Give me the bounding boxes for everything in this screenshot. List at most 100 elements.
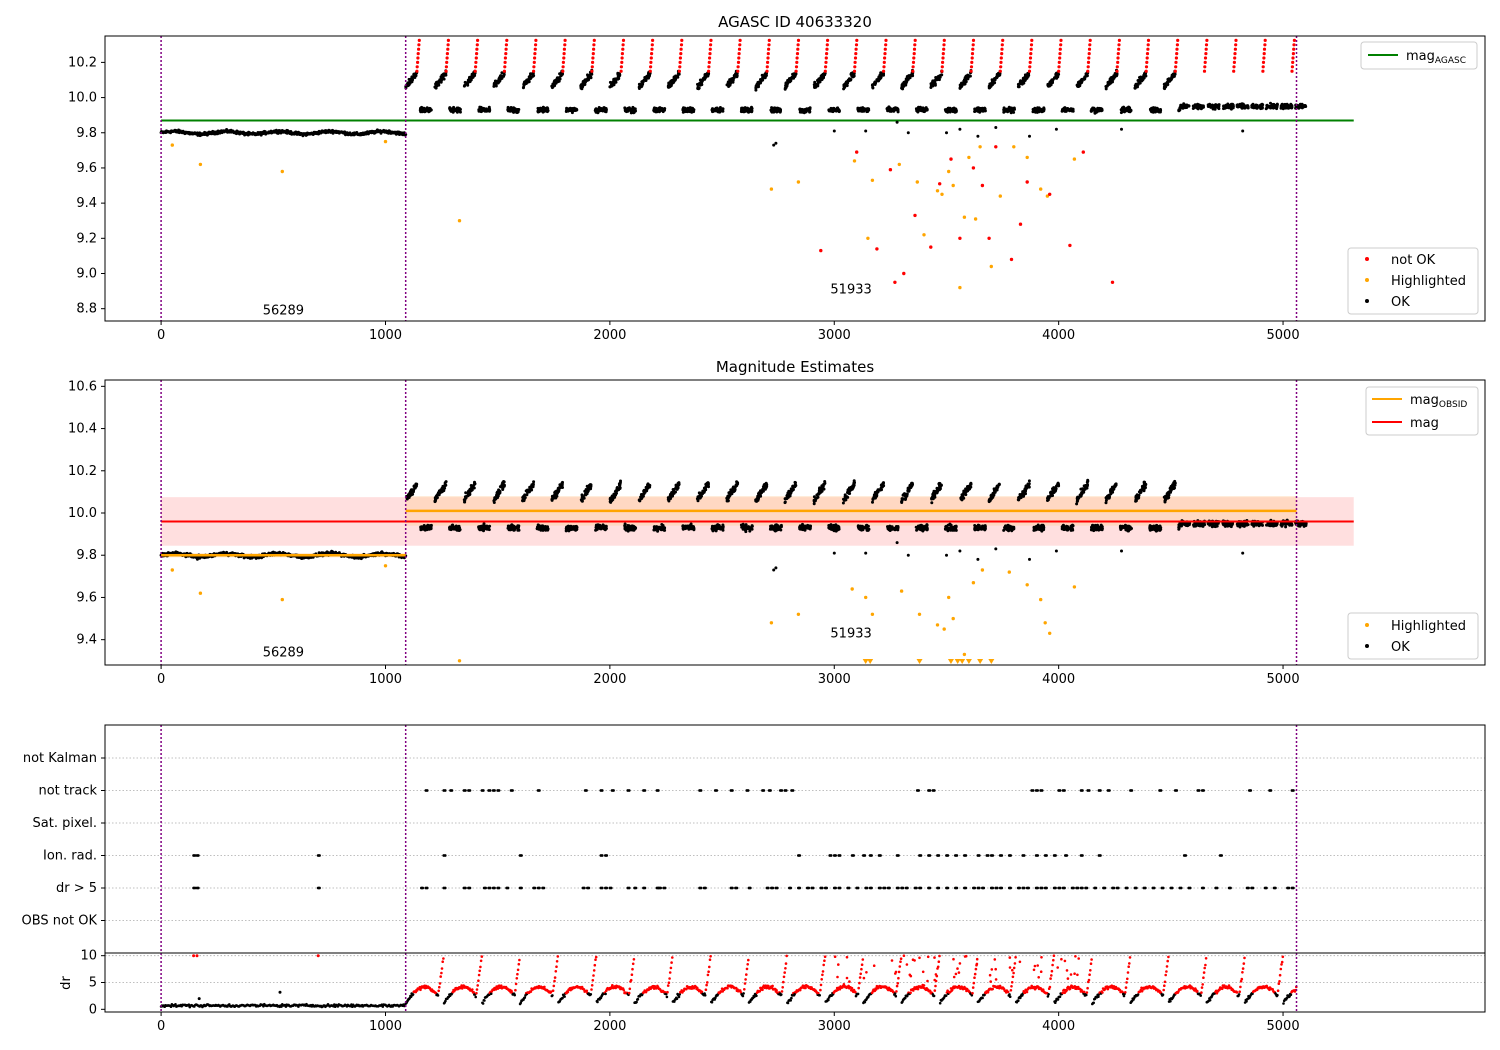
not-ok-point: [796, 38, 801, 43]
not-ok-point: [1058, 47, 1062, 51]
ok-point: [933, 83, 937, 87]
ok-point: [698, 78, 702, 82]
ok-point: [1022, 79, 1026, 83]
ok-point: [672, 75, 676, 79]
ok-point: [546, 528, 550, 532]
ok-point: [614, 493, 618, 496]
not-ok-point: [884, 43, 888, 47]
ok-point: [627, 107, 630, 111]
not-ok-point: [416, 52, 420, 56]
ok-point: [1196, 105, 1200, 109]
not-ok-point: [416, 56, 420, 60]
ok-point: [1184, 106, 1187, 110]
not-ok-point: [737, 47, 742, 51]
ok-point: [558, 486, 562, 490]
ok-point: [946, 108, 949, 112]
ok-point: [652, 107, 656, 111]
not-ok-point: [651, 38, 655, 43]
not-ok-point: [1000, 47, 1004, 51]
ok-point: [771, 108, 774, 112]
not-ok-point: [998, 69, 1002, 73]
not-ok-point: [1203, 56, 1208, 60]
not-ok-point: [1086, 69, 1090, 73]
not-ok-point: [882, 60, 886, 64]
ok-point: [638, 84, 642, 88]
ok-point: [462, 84, 466, 88]
ok-point: [584, 493, 588, 497]
highlighted-point: [940, 192, 944, 196]
not-ok-point: [1232, 60, 1236, 64]
highlighted-point: [1012, 145, 1016, 149]
ok-point: [832, 129, 836, 133]
not-ok-point: [1145, 60, 1149, 64]
ok-point: [427, 110, 431, 114]
ok-point: [914, 107, 918, 111]
ok-point: [1025, 74, 1029, 78]
ok-point: [1254, 103, 1258, 107]
not-ok-point: [969, 65, 974, 69]
ok-point: [1104, 87, 1108, 91]
ok-point: [523, 495, 527, 499]
ok-point: [444, 480, 448, 484]
not-ok-point: [765, 69, 769, 73]
ok-point: [871, 85, 875, 89]
highlighted-point: [870, 178, 875, 182]
ok-point: [603, 524, 606, 528]
not-ok-point: [1263, 38, 1267, 43]
ok-point: [575, 526, 579, 530]
not-ok-point: [825, 52, 829, 56]
ok-point: [1138, 76, 1141, 79]
ok-point: [895, 108, 899, 112]
not-ok-point: [1174, 56, 1178, 60]
ok-point: [748, 108, 752, 112]
not-ok-point: [949, 157, 953, 161]
ok-point: [864, 129, 868, 133]
not-ok-point: [1292, 47, 1296, 51]
ok-point: [611, 80, 615, 84]
not-ok-point: [1117, 43, 1121, 47]
ok-point: [441, 488, 444, 491]
ok-point: [1213, 104, 1217, 108]
not-ok-point: [883, 52, 887, 56]
not-ok-point: [648, 69, 652, 73]
ok-point: [688, 109, 692, 113]
ok-point: [1124, 108, 1128, 112]
not-ok-point: [504, 43, 508, 47]
panel1-frame: [104, 35, 1486, 322]
ok-point: [817, 80, 820, 84]
ok-point: [1157, 108, 1161, 112]
ok-point: [922, 110, 926, 114]
not-ok-point: [678, 65, 682, 69]
ok-point: [1235, 105, 1239, 109]
highlighted-point: [170, 143, 174, 147]
ok-point: [429, 525, 433, 529]
ok-point: [1299, 104, 1303, 108]
highlighted-point: [796, 180, 801, 184]
not-ok-point: [971, 166, 976, 170]
not-ok-point: [825, 43, 829, 47]
not-ok-point: [1233, 52, 1237, 56]
not-ok-point: [795, 52, 800, 56]
ok-point: [565, 108, 569, 111]
ok-point: [975, 109, 979, 113]
ok-point: [887, 108, 891, 112]
ok-point: [1285, 104, 1289, 108]
ok-point: [1238, 103, 1242, 107]
not-ok-point: [1292, 38, 1296, 43]
ok-point: [1163, 84, 1167, 88]
y-tick-label: 9.6: [76, 161, 97, 176]
highlighted-point: [897, 162, 901, 167]
ok-point: [541, 526, 545, 530]
not-ok-point: [1009, 257, 1014, 262]
y-tick-label: 10.2: [68, 55, 97, 70]
not-ok-point: [883, 56, 887, 60]
not-ok-point: [1087, 47, 1092, 51]
ok-point: [1241, 102, 1245, 106]
not-ok-point: [1057, 60, 1061, 64]
ok-point: [556, 80, 560, 84]
ok-point: [900, 86, 904, 90]
not-ok-point: [707, 65, 711, 69]
y-tick-label: 9.4: [76, 196, 97, 211]
ok-point: [585, 488, 588, 492]
y-tick-label: 9.0: [76, 267, 97, 282]
